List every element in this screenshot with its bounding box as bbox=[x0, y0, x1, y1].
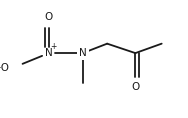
Text: O: O bbox=[131, 82, 139, 92]
Text: +: + bbox=[50, 42, 57, 51]
Text: O: O bbox=[45, 12, 53, 21]
Text: N: N bbox=[45, 48, 53, 58]
Text: N: N bbox=[79, 48, 87, 58]
Text: −O: −O bbox=[0, 63, 9, 73]
